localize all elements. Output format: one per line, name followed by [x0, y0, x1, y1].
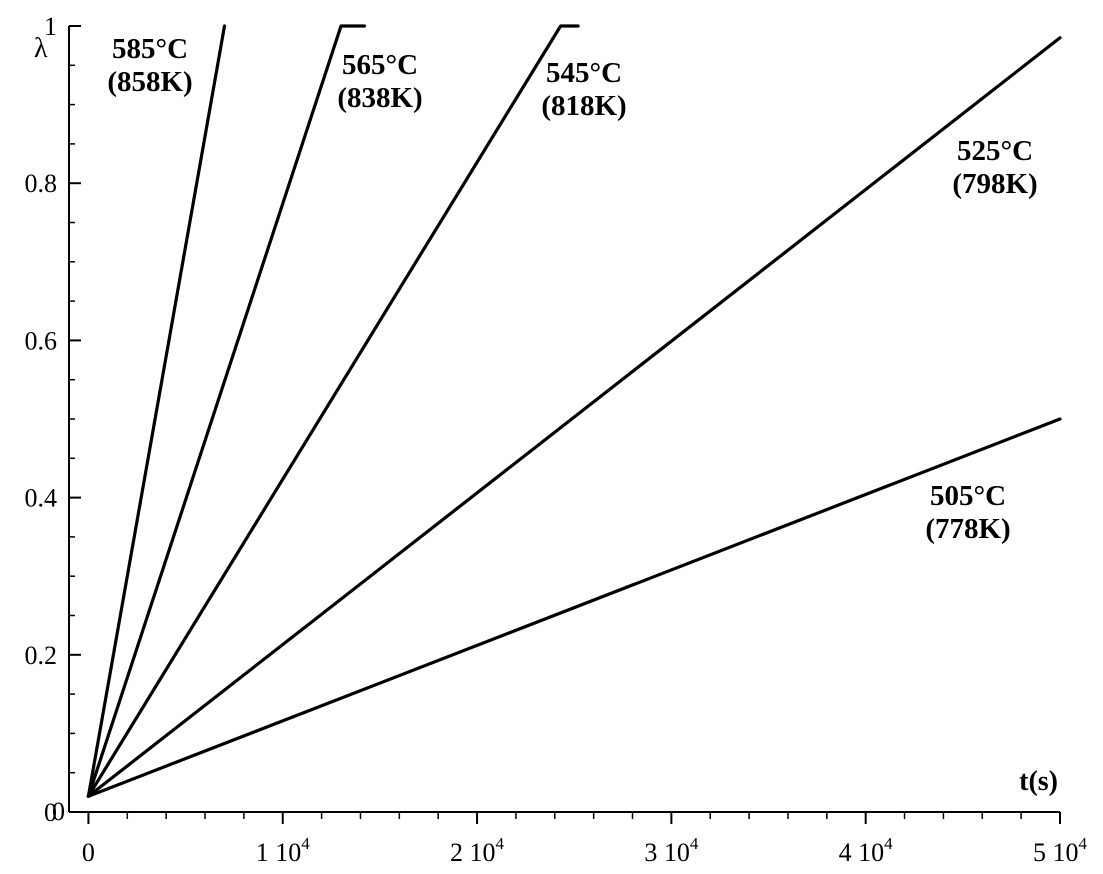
series-line-1 [86, 24, 366, 798]
ticks: 0 0.2 0.4 0.6 0.8 1 0 1 104 2 104 3 104 4 104 5 104… [25, 12, 1088, 867]
y-tick-label: 0.6 [25, 326, 58, 355]
x-tick-label: 0 [82, 838, 95, 867]
x-tick-label: 5 104 [1033, 834, 1088, 867]
series-label-temp-c: 565°C [342, 49, 418, 81]
series-line-4 [86, 417, 1062, 798]
series-line-0 [86, 24, 227, 798]
series-label-temp-k: (798K) [952, 168, 1037, 200]
x-axis-title: t(s) [1019, 766, 1058, 797]
series-label-temp-c: 525°C [957, 135, 1033, 167]
x-origin-label: 0 [52, 797, 65, 826]
series-line-2 [86, 24, 580, 798]
x-tick-label: 1 104 [256, 834, 311, 867]
series-labels: 585°C(858K)565°C(838K)545°C(818K)525°C(7… [107, 33, 1037, 545]
x-tick-label: 2 104 [450, 834, 505, 867]
series-label-temp-c: 585°C [112, 33, 188, 65]
y-tick-label: 1 [44, 12, 57, 41]
series-label-temp-k: (838K) [337, 82, 422, 114]
series-label-temp-k: (858K) [107, 66, 192, 98]
y-axis-title: λ [34, 33, 48, 64]
x-tick-label: 3 104 [644, 834, 699, 867]
series-label-temp-c: 545°C [546, 57, 622, 89]
y-tick-label: 0.4 [25, 484, 58, 513]
series-label-temp-k: (818K) [541, 90, 626, 122]
series-label-temp-c: 505°C [930, 480, 1006, 512]
y-tick-label: 0.8 [25, 169, 58, 198]
series-lines [86, 24, 1062, 798]
y-tick-label: 0.2 [25, 641, 58, 670]
x-tick-label: 4 104 [839, 834, 894, 867]
series-label-temp-k: (778K) [925, 513, 1010, 545]
series-line-3 [86, 36, 1062, 798]
y-tick-label: 0 [44, 798, 57, 827]
